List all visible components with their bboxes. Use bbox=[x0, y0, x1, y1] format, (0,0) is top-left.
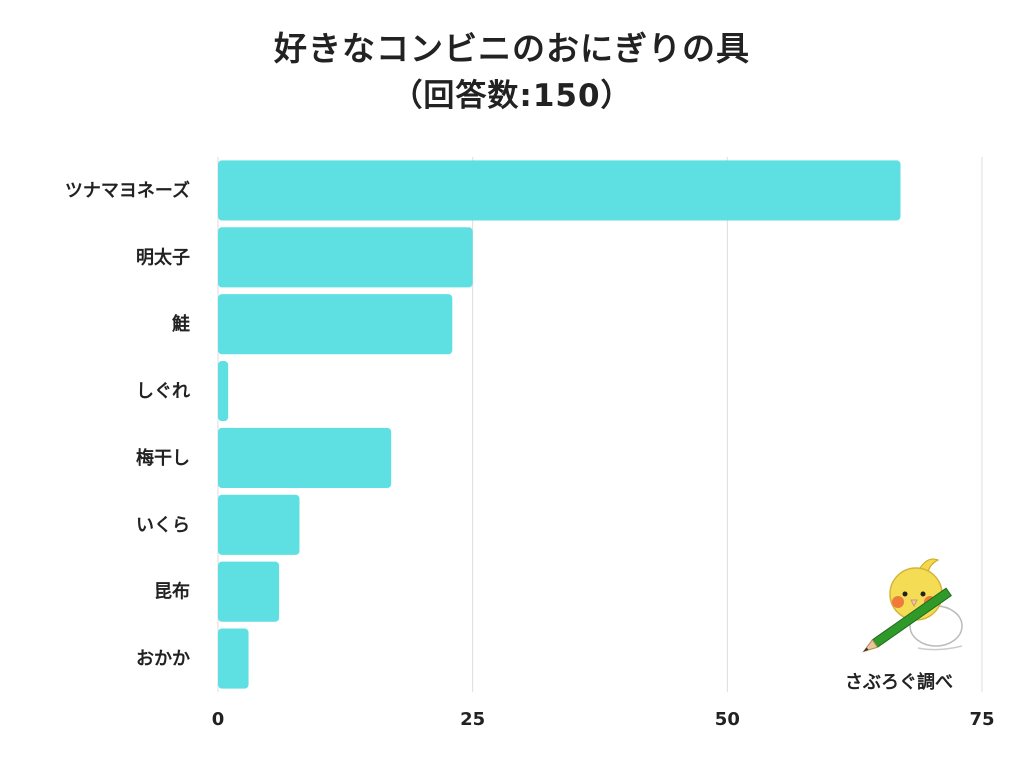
x-tick-label-1: 25 bbox=[460, 709, 485, 730]
category-label-7: おかか bbox=[136, 649, 190, 670]
category-label-2: 鮭 bbox=[171, 313, 190, 335]
category-label-5: いくら bbox=[136, 515, 190, 536]
bar-2 bbox=[218, 294, 453, 355]
bar-4 bbox=[218, 427, 392, 489]
cockatiel-with-pencil-icon bbox=[862, 558, 963, 653]
chart-title-block: 好きなコンビニのおにぎりの具 （回答数:150） bbox=[0, 28, 1024, 116]
x-tick-label-3: 75 bbox=[969, 709, 994, 730]
bar-6 bbox=[218, 561, 280, 622]
category-label-4: 梅干し bbox=[136, 447, 190, 469]
chart-title: 好きなコンビニのおにぎりの具 bbox=[274, 29, 750, 68]
x-tick-label-0: 0 bbox=[212, 709, 225, 730]
bar-3 bbox=[218, 360, 229, 422]
bar-5 bbox=[218, 494, 300, 555]
bar-1 bbox=[218, 227, 473, 288]
category-label-3: しぐれ bbox=[136, 381, 190, 402]
category-label-6: 昆布 bbox=[154, 581, 190, 603]
x-tick-label-2: 50 bbox=[715, 709, 740, 730]
category-label-0: ツナマヨネーズ bbox=[65, 179, 190, 201]
chart-subtitle: （回答数:150） bbox=[391, 78, 633, 115]
source-credit: さぶろぐ調べ bbox=[845, 672, 953, 693]
bar-0 bbox=[218, 160, 901, 221]
bar-7 bbox=[218, 628, 249, 689]
category-label-1: 明太子 bbox=[136, 246, 190, 268]
